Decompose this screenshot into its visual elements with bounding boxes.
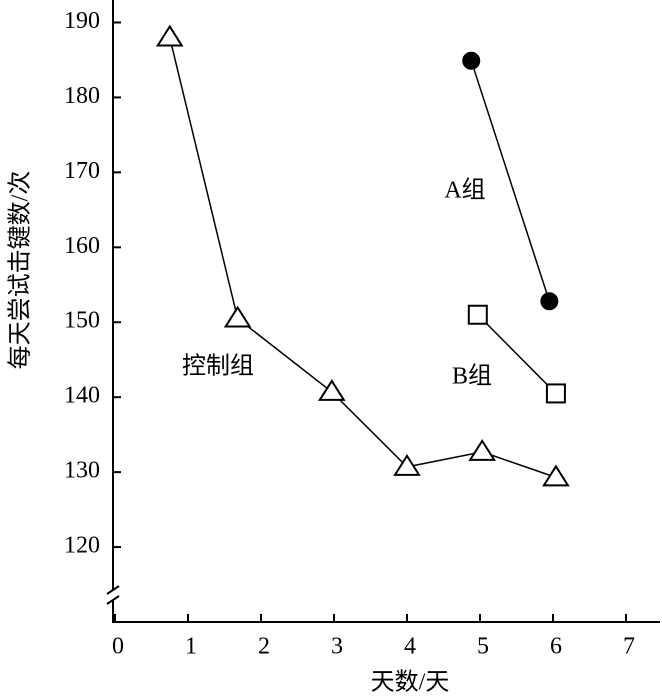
series-label: 控制组 <box>182 353 254 380</box>
y-tick-label: 130 <box>64 458 100 484</box>
point <box>542 464 570 487</box>
series-label: B组 <box>452 363 492 390</box>
y-tick-label: 140 <box>64 383 100 409</box>
point <box>317 379 346 401</box>
y-tick-label: 120 <box>64 533 100 559</box>
y-tick-label: 170 <box>64 158 100 184</box>
point <box>223 305 252 328</box>
axis-break-gap <box>106 590 120 600</box>
series-line <box>477 314 557 394</box>
point <box>468 439 497 461</box>
axis-break <box>106 585 120 605</box>
x-tick-label: 1 <box>185 634 197 660</box>
x-tick-label: 0 <box>112 634 124 660</box>
y-tick-label: 150 <box>64 308 100 334</box>
x-tick-label: 7 <box>623 634 635 660</box>
point <box>393 454 421 476</box>
y-axis-label: 每天尝试击键数/次 <box>7 171 34 370</box>
series-label: A组 <box>444 177 485 204</box>
y-tick-label: 190 <box>64 8 100 34</box>
point <box>155 24 184 47</box>
point <box>545 383 566 404</box>
x-tick-label: 4 <box>404 634 416 660</box>
series-line <box>169 37 557 479</box>
point <box>467 304 488 325</box>
x-tick-label: 5 <box>477 634 489 660</box>
x-tick-label: 6 <box>550 634 562 660</box>
x-tick-label: 2 <box>258 634 270 660</box>
y-tick-label: 160 <box>64 233 100 259</box>
x-tick-label: 3 <box>331 634 343 660</box>
point <box>462 51 481 70</box>
axes <box>112 0 660 623</box>
y-tick-label: 180 <box>64 83 100 109</box>
series-line <box>470 60 551 302</box>
point <box>540 292 559 311</box>
x-axis-label: 天数/天 <box>371 669 450 696</box>
